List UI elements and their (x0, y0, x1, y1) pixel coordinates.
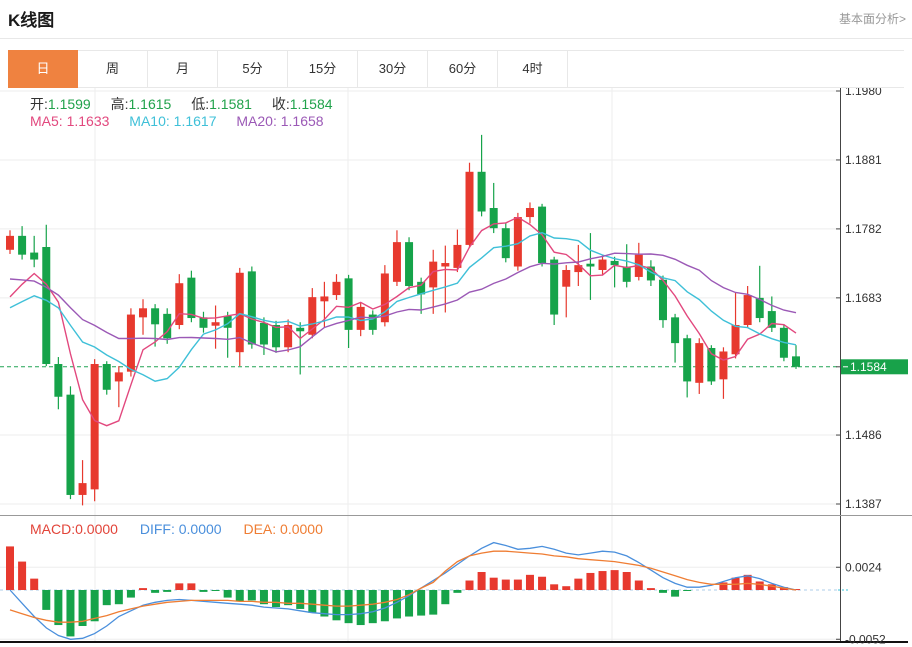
tab-15min[interactable]: 15分 (288, 51, 358, 87)
svg-text:1.1486: 1.1486 (845, 428, 882, 442)
tab-4hour[interactable]: 4时 (498, 51, 568, 87)
ma-readout: MA5: 1.1633 MA10: 1.1617 MA20: 1.1658 (30, 113, 340, 129)
tab-day[interactable]: 日 (8, 50, 78, 88)
svg-text:1.1387: 1.1387 (845, 497, 882, 511)
candlestick-chart[interactable]: 1.1980 1.1881 1.1782 1.1683 1.1584 1.1486 1.13… (0, 88, 912, 515)
ma5-label: MA5: (30, 113, 63, 129)
title-divider (0, 38, 912, 39)
svg-text:1.1683: 1.1683 (845, 291, 882, 305)
ma10-label: MA10: (129, 113, 170, 129)
svg-text:1.1782: 1.1782 (845, 222, 882, 236)
low-value: 1.1581 (209, 96, 252, 112)
svg-text:1.1881: 1.1881 (845, 153, 882, 167)
tab-month[interactable]: 月 (148, 51, 218, 87)
tab-30min[interactable]: 30分 (358, 51, 428, 87)
ma10-value: 1.1617 (173, 113, 217, 129)
ma20-value: 1.1658 (280, 113, 324, 129)
open-value: 1.1599 (47, 96, 91, 112)
high-value: 1.1615 (128, 96, 172, 112)
fundamental-analysis-link[interactable]: 基本面分析> (838, 12, 906, 26)
ma20-label: MA20: (236, 113, 277, 129)
svg-text:1.1980: 1.1980 (845, 88, 882, 98)
low-label: 低: (191, 96, 210, 112)
high-label: 高: (110, 96, 129, 112)
svg-text:1.1584: 1.1584 (850, 360, 887, 374)
tab-week[interactable]: 周 (78, 51, 148, 87)
dea-label: DEA: (243, 521, 277, 537)
close-value: 1.1584 (289, 96, 333, 112)
macd-chart[interactable]: 0.0024 -0.0052 (0, 515, 912, 647)
page-title: K线图 (8, 11, 55, 30)
svg-text:-0.0052: -0.0052 (845, 632, 886, 646)
ohlc-readout: 开:1.1599 高:1.1615 低:1.1581 收:1.1584 (30, 94, 349, 114)
tab-60min[interactable]: 60分 (428, 51, 498, 87)
dea-value: 0.0000 (280, 521, 323, 537)
diff-label: DIFF: (139, 521, 175, 537)
interval-tabbar: 日 周 月 5分 15分 30分 60分 4时 (8, 50, 904, 88)
macd-label: MACD: (30, 521, 76, 537)
diff-value: 0.0000 (178, 521, 222, 537)
macd-readout: MACD:0.0000 DIFF: 0.0000 DEA: 0.0000 (30, 521, 323, 537)
tab-5min[interactable]: 5分 (218, 51, 288, 87)
open-label: 开: (30, 96, 48, 112)
ma5-value: 1.1633 (66, 113, 110, 129)
close-label: 收: (271, 96, 290, 112)
macd-value: 0.0000 (75, 521, 118, 537)
svg-text:0.0024: 0.0024 (845, 560, 882, 574)
